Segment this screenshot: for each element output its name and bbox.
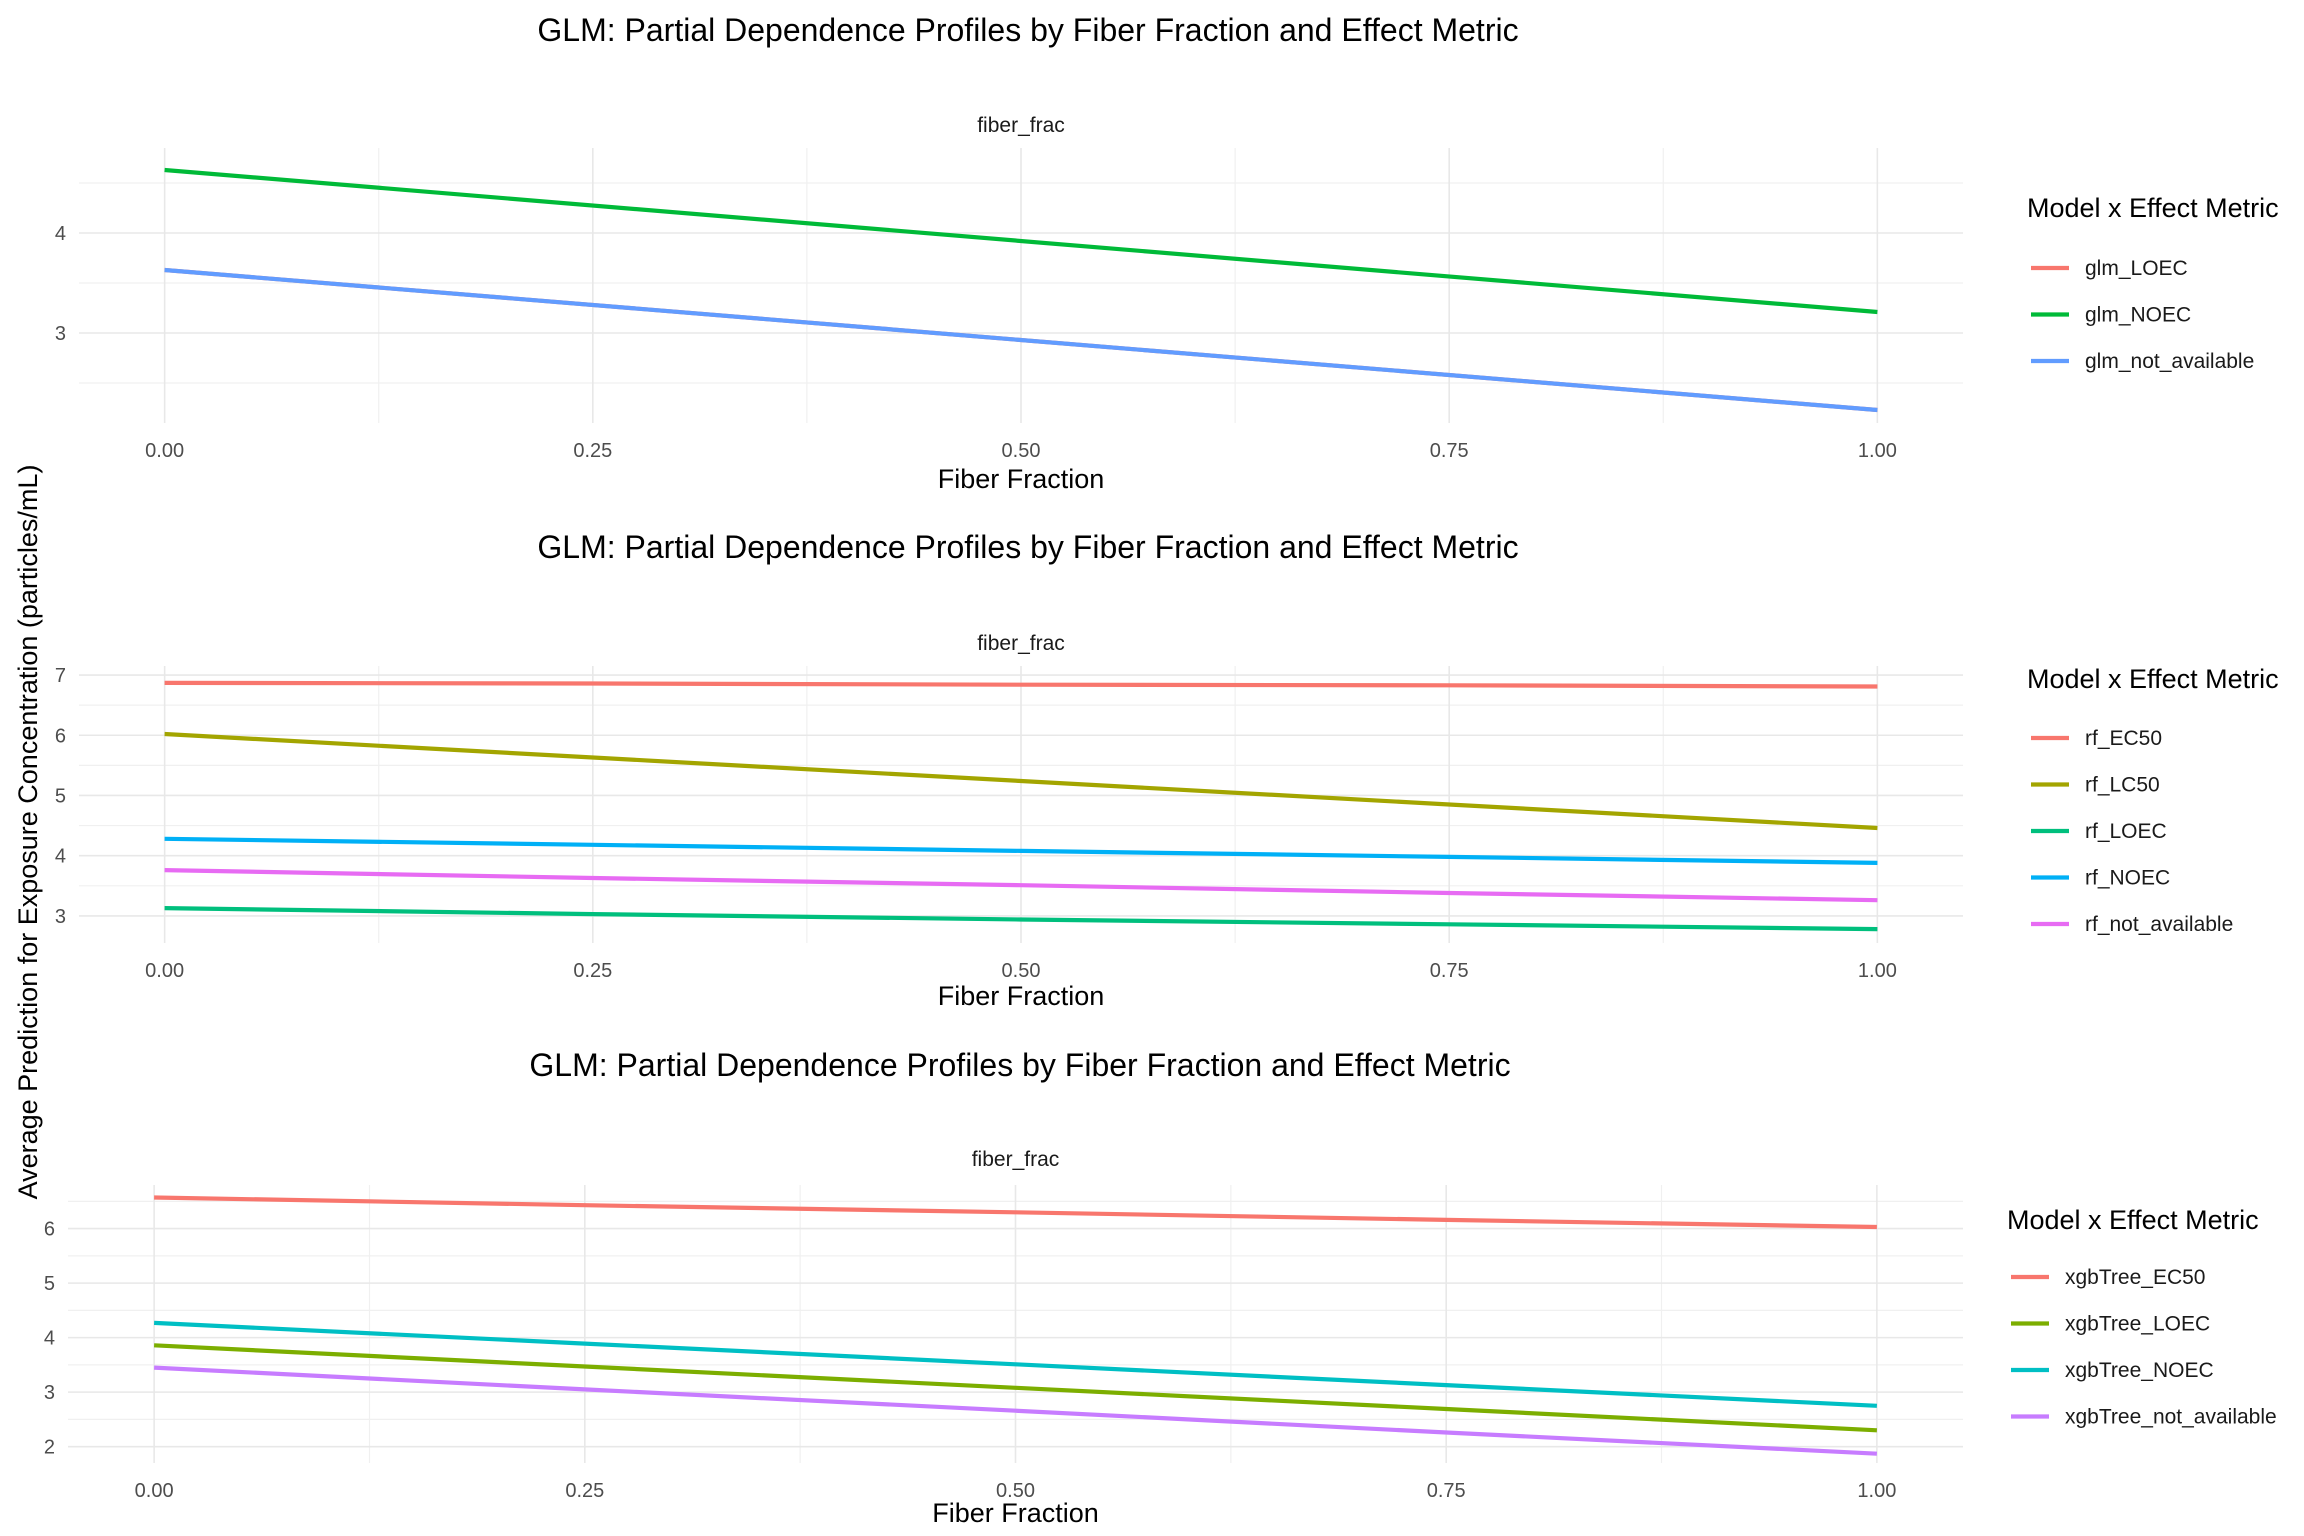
series-line-xgbTree_LOEC: [153, 1343, 1878, 1433]
series-line-rf_LC50: [164, 731, 1878, 831]
series-line-glm_NOEC: [164, 167, 1878, 315]
x-tick-label: 0.50: [1002, 960, 1041, 982]
x-tick-label: 1.00: [1858, 960, 1897, 982]
chart-panel-2: 0.00 0.25 0.50 0.75 1.00 3 4 5 6 7 GLM: Partial De…: [55, 529, 2279, 1011]
y-tick-label: 3: [55, 323, 66, 345]
facet-strip-label: fiber_frac: [977, 114, 1065, 137]
legend-label: glm_not_available: [2085, 350, 2254, 373]
legend-label: xgbTree_EC50: [2065, 1266, 2205, 1289]
x-tick-label: 0.00: [135, 1480, 174, 1502]
x-tick-label: 1.00: [1858, 440, 1897, 462]
chart-title: GLM: Partial Dependence Profiles by Fibe…: [537, 529, 1518, 565]
legend: Model x Effect Metric glm_LOEC glm_NOECglm…: [2027, 193, 2279, 373]
chart-title: GLM: Partial Dependence Profiles by Fibe…: [537, 12, 1518, 48]
x-tick-label: 0.00: [145, 960, 184, 982]
y-tick-label: 5: [55, 785, 66, 807]
chart-panel-3: 0.00 0.25 0.50 0.75 1.00 2 3 4 5 6 GLM: Partial De…: [44, 1047, 2277, 1528]
series-line-xgbTree_EC50: [154, 1195, 1877, 1230]
y-tick-label: 4: [55, 846, 66, 868]
x-tick-label: 0.00: [145, 440, 184, 462]
x-tick-label: 0.25: [573, 440, 612, 462]
x-axis-label: Fiber Fraction: [938, 464, 1105, 494]
chart-title: GLM: Partial Dependence Profiles by Fibe…: [529, 1047, 1510, 1083]
legend-label: rf_not_available: [2085, 913, 2233, 936]
y-tick-label: 2: [44, 1437, 55, 1459]
legend-label: rf_LC50: [2085, 774, 2160, 797]
x-tick-label: 0.25: [565, 1480, 604, 1502]
legend-label: xgbTree_LOEC: [2065, 1313, 2210, 1336]
x-tick-label: 0.75: [1427, 1480, 1466, 1502]
x-tick-label: 0.75: [1430, 960, 1469, 982]
x-tick-label: 0.50: [1002, 440, 1041, 462]
x-axis-label: Fiber Fraction: [938, 981, 1105, 1011]
shared-y-axis-label: Average Prediction for Exposure Concentr…: [13, 465, 43, 1200]
legend: Model x Effect Metric rf_EC50 rf_LC50 rf_LO…: [2027, 664, 2279, 936]
series-line-rf_not_available: [164, 868, 1878, 903]
series-line-glm_not_available: [164, 267, 1878, 413]
facet-strip-label: fiber_frac: [977, 632, 1065, 655]
y-tick-label: 6: [44, 1219, 55, 1241]
x-tick-label: 0.75: [1430, 440, 1469, 462]
series-line-rf_EC50: [164, 680, 1878, 689]
legend-label: xgbTree_not_available: [2065, 1406, 2277, 1429]
chart-panel-1: 0.00 0.25 0.50 0.75 1.00 3 4 GLM: Partial Depen…: [55, 12, 2279, 494]
legend-label: glm_NOEC: [2085, 304, 2191, 327]
y-tick-label: 3: [55, 906, 66, 928]
y-tick-label: 6: [55, 725, 66, 747]
series-line-xgbTree_not_available: [153, 1365, 1878, 1456]
y-tick-label: 3: [44, 1382, 55, 1404]
legend-label: xgbTree_NOEC: [2065, 1359, 2214, 1382]
series-line-rf_LOEC: [164, 906, 1878, 932]
x-tick-label: 0.50: [996, 1480, 1035, 1502]
legend-title: Model x Effect Metric: [2007, 1205, 2259, 1235]
legend-title: Model x Effect Metric: [2027, 664, 2279, 694]
legend-label: rf_LOEC: [2085, 820, 2167, 843]
y-tick-label: 4: [44, 1328, 55, 1350]
legend: Model x Effect Metric xgbTree_EC50 xgbTree…: [2007, 1205, 2277, 1429]
y-tick-label: 5: [44, 1273, 55, 1295]
x-tick-label: 1.00: [1857, 1480, 1896, 1502]
x-tick-label: 0.25: [573, 960, 612, 982]
legend-label: rf_NOEC: [2085, 867, 2170, 890]
series-line-rf_NOEC: [164, 836, 1878, 865]
facet-strip-label: fiber_frac: [972, 1148, 1060, 1171]
x-axis-label: Fiber Fraction: [932, 1498, 1099, 1528]
legend-title: Model x Effect Metric: [2027, 193, 2279, 223]
series-line-xgbTree_NOEC: [153, 1320, 1878, 1408]
y-tick-label: 4: [55, 223, 66, 245]
legend-label: rf_EC50: [2085, 727, 2162, 750]
y-tick-label: 7: [55, 665, 66, 687]
legend-label: glm_LOEC: [2085, 257, 2188, 280]
